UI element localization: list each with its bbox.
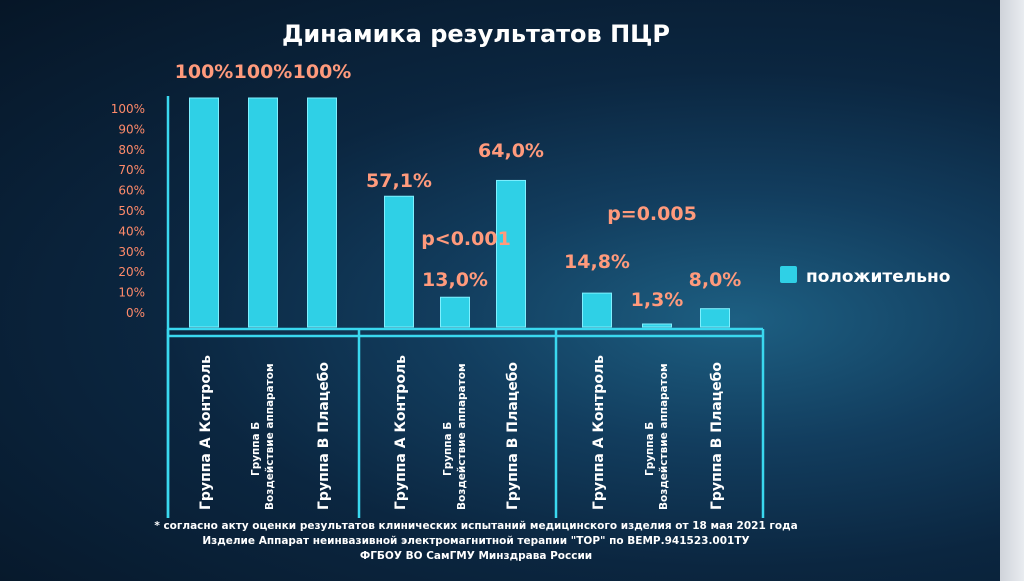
bar (248, 97, 278, 328)
y-tick-label: 70% (118, 163, 145, 177)
p-value-annotation: p=0.005 (607, 203, 697, 225)
y-tick-label: 90% (118, 122, 145, 136)
data-label: 64,0% (478, 140, 544, 162)
category-label-text: Группа А Контроль (198, 355, 214, 510)
data-label: 8,0% (689, 269, 742, 291)
bar (642, 323, 672, 328)
p-value-annotation: p<0.001 (421, 228, 511, 250)
data-label: 100% (234, 61, 293, 83)
y-tick-label: 30% (118, 245, 145, 259)
y-axis-ticks: 100% 90% 80% 70% 60% 50% 40% 30% 20% 10% 0% (111, 102, 145, 320)
category-label-text: Воздействие аппаратом (264, 363, 276, 510)
category-label-text: Группа В Плацебо (316, 362, 332, 510)
legend-label: положительно (806, 267, 950, 287)
y-tick-label: 40% (118, 224, 145, 238)
category-label-text: Группа Б (250, 422, 262, 476)
footnote-line-3: ФГБОУ ВО СамГМУ Минздрава России (360, 550, 592, 562)
category-label-text: Группа В Плацебо (505, 362, 521, 510)
category-label: Группа Б Воздействие аппаратом (250, 363, 276, 510)
footnote-line-1: * согласно акту оценки результатов клини… (154, 520, 797, 532)
category-label: Группа В Плацебо (316, 362, 332, 510)
chart-title: Динамика результатов ПЦР (282, 20, 670, 48)
data-label: 100% (175, 61, 234, 83)
category-label: Группа А Контроль (393, 355, 409, 510)
bar (384, 195, 414, 328)
data-label: 57,1% (366, 170, 432, 192)
y-tick-label: 10% (118, 286, 145, 300)
category-labels-group: Группа А Контроль Группа Б Воздействие апп… (198, 355, 725, 510)
category-label: Группа В Плацебо (709, 362, 725, 510)
y-tick-label: 80% (118, 143, 145, 157)
y-tick-label: 60% (118, 184, 145, 198)
category-label-text: Группа В Плацебо (709, 362, 725, 510)
y-tick-label: 0% (126, 306, 145, 320)
legend-swatch (780, 266, 797, 283)
y-tick-label: 100% (111, 102, 145, 116)
category-label: Группа А Контроль (591, 355, 607, 510)
bar (307, 97, 337, 328)
legend: положительно (780, 266, 950, 287)
bars-group (189, 97, 730, 328)
bar (189, 97, 219, 328)
category-label-text: Группа А Контроль (591, 355, 607, 510)
category-label: Группа Б Воздействие аппаратом (442, 363, 468, 510)
data-label: 13,0% (422, 269, 488, 291)
category-label: Группа Б Воздействие аппаратом (644, 363, 670, 510)
y-tick-label: 20% (118, 265, 145, 279)
category-label: Группа А Контроль (198, 355, 214, 510)
category-label-text: Воздействие аппаратом (658, 363, 670, 510)
footnote-line-2: Изделие Аппарат неинвазивной электромагн… (202, 535, 749, 547)
bar (700, 308, 730, 328)
data-label: 14,8% (564, 251, 630, 273)
chart-frame (166, 96, 765, 518)
y-tick-label: 50% (118, 204, 145, 218)
category-label-text: Воздействие аппаратом (456, 363, 468, 510)
category-label-text: Группа А Контроль (393, 355, 409, 510)
bar (582, 292, 612, 328)
data-label: 1,3% (631, 289, 684, 311)
category-label-text: Группа Б (442, 422, 454, 476)
data-label: 100% (293, 61, 352, 83)
bar (440, 296, 470, 328)
category-label-text: Группа Б (644, 422, 656, 476)
category-label: Группа В Плацебо (505, 362, 521, 510)
footnote: * согласно акту оценки результатов клини… (154, 520, 797, 562)
bar (496, 179, 526, 328)
annotations-group: p<0.001 p=0.005 (421, 203, 697, 250)
data-labels-group: 100% 100% 100%57,1%13,0%64,0%14,8%1,3%8,0% (175, 61, 742, 311)
